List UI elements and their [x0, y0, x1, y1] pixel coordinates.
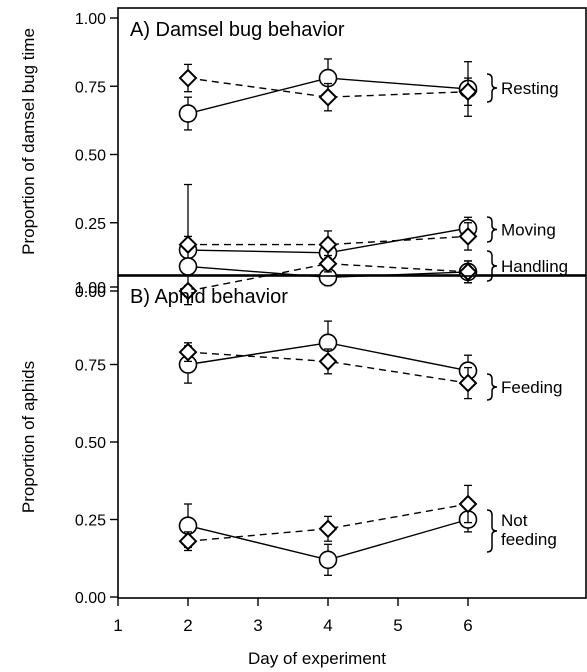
- group-brace: [486, 73, 498, 103]
- panel-title: B) Aphid behavior: [130, 286, 288, 308]
- group-brace: [486, 509, 498, 553]
- series-feeding-diamond: [178, 342, 478, 400]
- y-tick-label: 0.75: [75, 358, 106, 375]
- y-axis-label: Proportion of damsel bug time: [19, 28, 38, 255]
- series-moving-diamond: [178, 183, 478, 306]
- series-line: [187, 351, 469, 384]
- x-tick-label: 2: [183, 616, 192, 635]
- panel-b: B) Aphid behavior Proportion of aphids 0.0…: [19, 275, 587, 635]
- panel-a: A) Damsel bug behavior Proportion of dams…: [19, 7, 587, 306]
- group-label: Moving: [501, 221, 556, 240]
- y-tick-label: 0.25: [75, 216, 106, 233]
- plot-frame: [117, 7, 587, 276]
- diamond-marker: [178, 235, 198, 255]
- diamond-marker: [178, 342, 198, 362]
- panel-title: A) Damsel bug behavior: [130, 19, 345, 41]
- y-tick-label: 0.75: [75, 79, 106, 96]
- group-label: Feeding: [501, 378, 562, 397]
- series-line: [187, 77, 469, 98]
- circle-marker: [318, 550, 338, 570]
- group-label: feeding: [501, 530, 557, 549]
- diamond-marker: [318, 351, 338, 371]
- x-tick-label: 4: [323, 616, 332, 635]
- diamond-marker: [318, 235, 338, 255]
- x-tick-label: 6: [463, 616, 472, 635]
- series-resting-diamond: [178, 63, 478, 112]
- y-axis-label: Proportion of aphids: [19, 361, 38, 513]
- x-tick-label: 5: [393, 616, 402, 635]
- group-label: Resting: [501, 79, 559, 98]
- diamond-marker: [318, 519, 338, 539]
- group-brace: [486, 216, 498, 243]
- y-tick-label: 1.00: [75, 280, 106, 297]
- y-tick-label: 1.00: [75, 11, 106, 28]
- diamond-marker: [318, 87, 338, 107]
- plot-frame: [117, 275, 587, 599]
- y-tick-label: 0.50: [75, 435, 106, 452]
- group-brace: [486, 373, 498, 401]
- group-brace: [486, 250, 498, 282]
- circle-marker: [178, 257, 198, 276]
- group-label: Handling: [501, 257, 568, 276]
- diamond-marker: [458, 82, 478, 102]
- series-line: [188, 235, 469, 246]
- y-tick-label: 0.25: [75, 513, 106, 530]
- diamond-marker: [178, 531, 198, 551]
- y-tick-label: 0.50: [75, 148, 106, 165]
- diamond-marker: [178, 68, 198, 88]
- x-tick-label: 3: [253, 616, 262, 635]
- diamond-marker: [458, 494, 478, 514]
- circle-marker: [178, 104, 198, 123]
- x-tick-label: 1: [113, 616, 122, 635]
- y-tick-label: 0.00: [75, 590, 106, 607]
- series-resting-circle: [178, 58, 478, 131]
- group-label: Not: [501, 511, 528, 530]
- diamond-marker: [458, 226, 478, 246]
- diamond-marker: [318, 254, 338, 274]
- diamond-marker: [178, 281, 198, 301]
- y-tick-label: 0.00: [75, 284, 106, 301]
- x-axis-label: Day of experiment: [248, 649, 386, 668]
- diamond-marker: [458, 373, 478, 393]
- series-not-feeding-diamond: [178, 484, 478, 552]
